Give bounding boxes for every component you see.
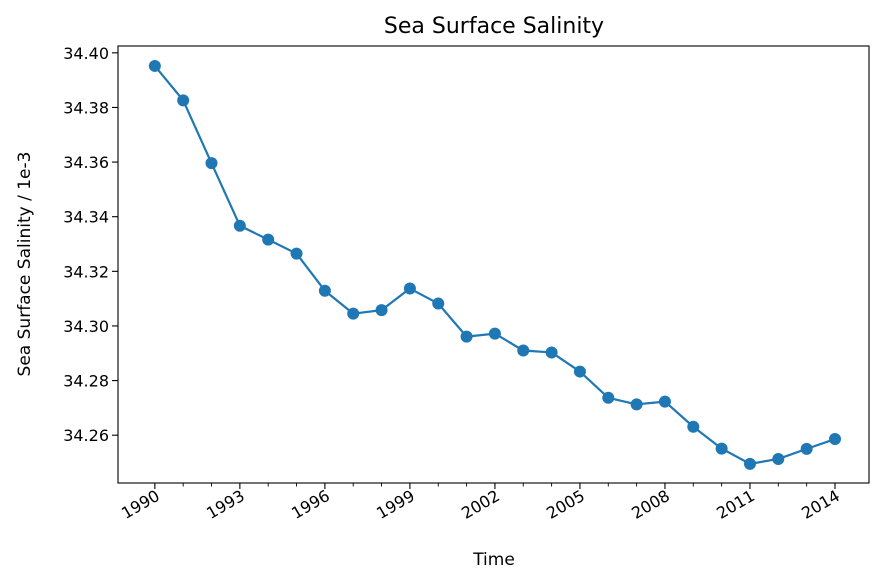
series-layer bbox=[148, 59, 841, 470]
data-point bbox=[460, 330, 473, 343]
x-tick-label: 1996 bbox=[288, 486, 333, 523]
x-tick-label: 2008 bbox=[628, 486, 673, 523]
x-tick-label: 1993 bbox=[203, 486, 248, 523]
y-tick-label: 34.36 bbox=[63, 153, 109, 172]
data-point bbox=[602, 391, 615, 404]
data-point bbox=[432, 297, 445, 310]
x-tick-label: 2005 bbox=[543, 486, 588, 523]
data-point bbox=[148, 59, 161, 72]
x-tick-label: 2002 bbox=[458, 486, 503, 523]
x-tick-label: 1999 bbox=[373, 486, 418, 523]
data-point bbox=[318, 284, 331, 297]
data-point bbox=[262, 233, 275, 246]
x-axis-label: Time bbox=[472, 550, 515, 570]
x-tick-label: 2014 bbox=[798, 486, 843, 523]
y-tick-label: 34.38 bbox=[63, 98, 109, 117]
data-point bbox=[545, 346, 558, 359]
x-tick-label: 2011 bbox=[713, 486, 758, 523]
data-point bbox=[630, 398, 643, 411]
data-point bbox=[687, 420, 700, 433]
data-point bbox=[517, 344, 530, 357]
data-point bbox=[205, 157, 218, 170]
data-point bbox=[743, 457, 756, 470]
y-tick-label: 34.40 bbox=[63, 44, 109, 63]
y-tick-label: 34.30 bbox=[63, 317, 109, 336]
y-tick-label: 34.26 bbox=[63, 426, 109, 445]
y-axis-label: Sea Surface Salinity / 1e-3 bbox=[15, 152, 35, 377]
data-point bbox=[347, 307, 360, 320]
data-point bbox=[488, 327, 501, 340]
x-axis: 1990 1993 1996 1999 2002 2005 2008 2011 2014 bbox=[118, 483, 843, 523]
data-point bbox=[828, 433, 841, 446]
data-point bbox=[177, 94, 190, 107]
data-point bbox=[233, 219, 246, 232]
data-point bbox=[290, 247, 303, 260]
series-line bbox=[153, 65, 836, 465]
y-axis: 34.26 34.28 34.30 34.32 34.34 34.36 34.38 34.40 bbox=[63, 44, 118, 445]
data-point bbox=[715, 442, 728, 455]
plot-area-frame bbox=[117, 45, 870, 484]
x-tick-label: 1990 bbox=[118, 486, 163, 523]
y-tick-label: 34.34 bbox=[63, 208, 109, 227]
data-point bbox=[658, 395, 671, 408]
data-point bbox=[573, 365, 586, 378]
data-point bbox=[403, 282, 416, 295]
data-point bbox=[375, 304, 388, 317]
data-point bbox=[772, 452, 785, 465]
chart-title: Sea Surface Salinity bbox=[384, 14, 604, 39]
data-point bbox=[800, 442, 813, 455]
y-tick-label: 34.32 bbox=[63, 262, 109, 281]
y-tick-label: 34.28 bbox=[63, 372, 109, 391]
